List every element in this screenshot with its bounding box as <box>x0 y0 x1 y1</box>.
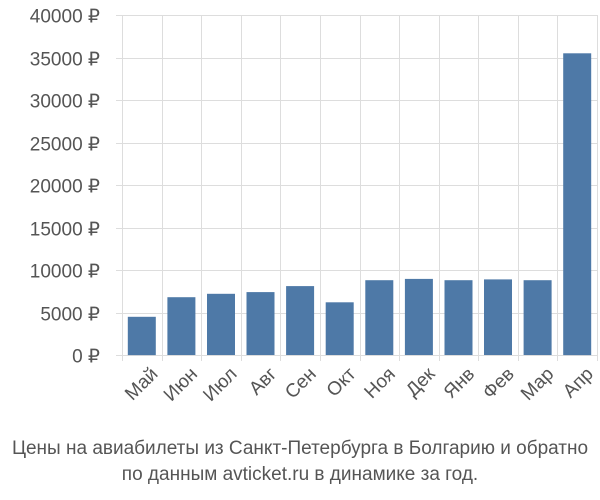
bar-4 <box>246 292 275 355</box>
y-tick-label: 30000 ₽ <box>30 92 100 113</box>
x-tick-label: Фев <box>479 364 519 404</box>
y-tick-label: 20000 ₽ <box>30 177 100 198</box>
x-tick-label: Мар <box>517 364 558 405</box>
bar-9 <box>444 280 473 355</box>
y-tick-label: 10000 ₽ <box>30 262 100 283</box>
y-tick-label: 0 ₽ <box>72 347 100 368</box>
chart-caption-line-1: Цены на авиабилеты из Санкт-Петербурга в… <box>11 438 589 459</box>
bar-8 <box>404 278 433 355</box>
x-tick-label: Окт <box>323 364 361 402</box>
y-tick-label: 40000 ₽ <box>30 7 100 28</box>
bar-5 <box>286 286 315 355</box>
chart-caption-line-2: по данным avticket.ru в динамике за год. <box>121 464 479 485</box>
bar-3 <box>207 293 235 355</box>
bar-12 <box>563 53 592 356</box>
x-tick-label: Июн <box>160 364 202 406</box>
bar-1 <box>127 316 156 356</box>
x-tick-label: Ноя <box>361 364 400 403</box>
bar-7 <box>365 280 394 355</box>
y-tick-label: 25000 ₽ <box>30 135 100 156</box>
x-tick-label: Дек <box>402 363 440 401</box>
x-tick-label: Май <box>121 364 162 405</box>
x-tick-label: Сен <box>281 364 320 403</box>
bar-10 <box>484 279 512 355</box>
x-tick-label: Янв <box>440 364 479 403</box>
y-tick-label: 5000 ₽ <box>40 305 100 326</box>
bar-chart: 0 ₽ 5000 ₽ 10000 ₽ 15000 ₽ 20000 ₽ 25000 ₽ 300… <box>30 7 598 406</box>
bar-6 <box>325 302 354 355</box>
x-tick-label: Апр <box>559 364 598 403</box>
bar-11 <box>523 280 552 355</box>
x-tick-label: Июл <box>199 364 241 406</box>
x-tick-label: Авг <box>245 364 281 400</box>
bar-2 <box>167 297 196 355</box>
y-tick-label: 15000 ₽ <box>30 220 100 241</box>
y-tick-label: 35000 ₽ <box>30 50 100 71</box>
